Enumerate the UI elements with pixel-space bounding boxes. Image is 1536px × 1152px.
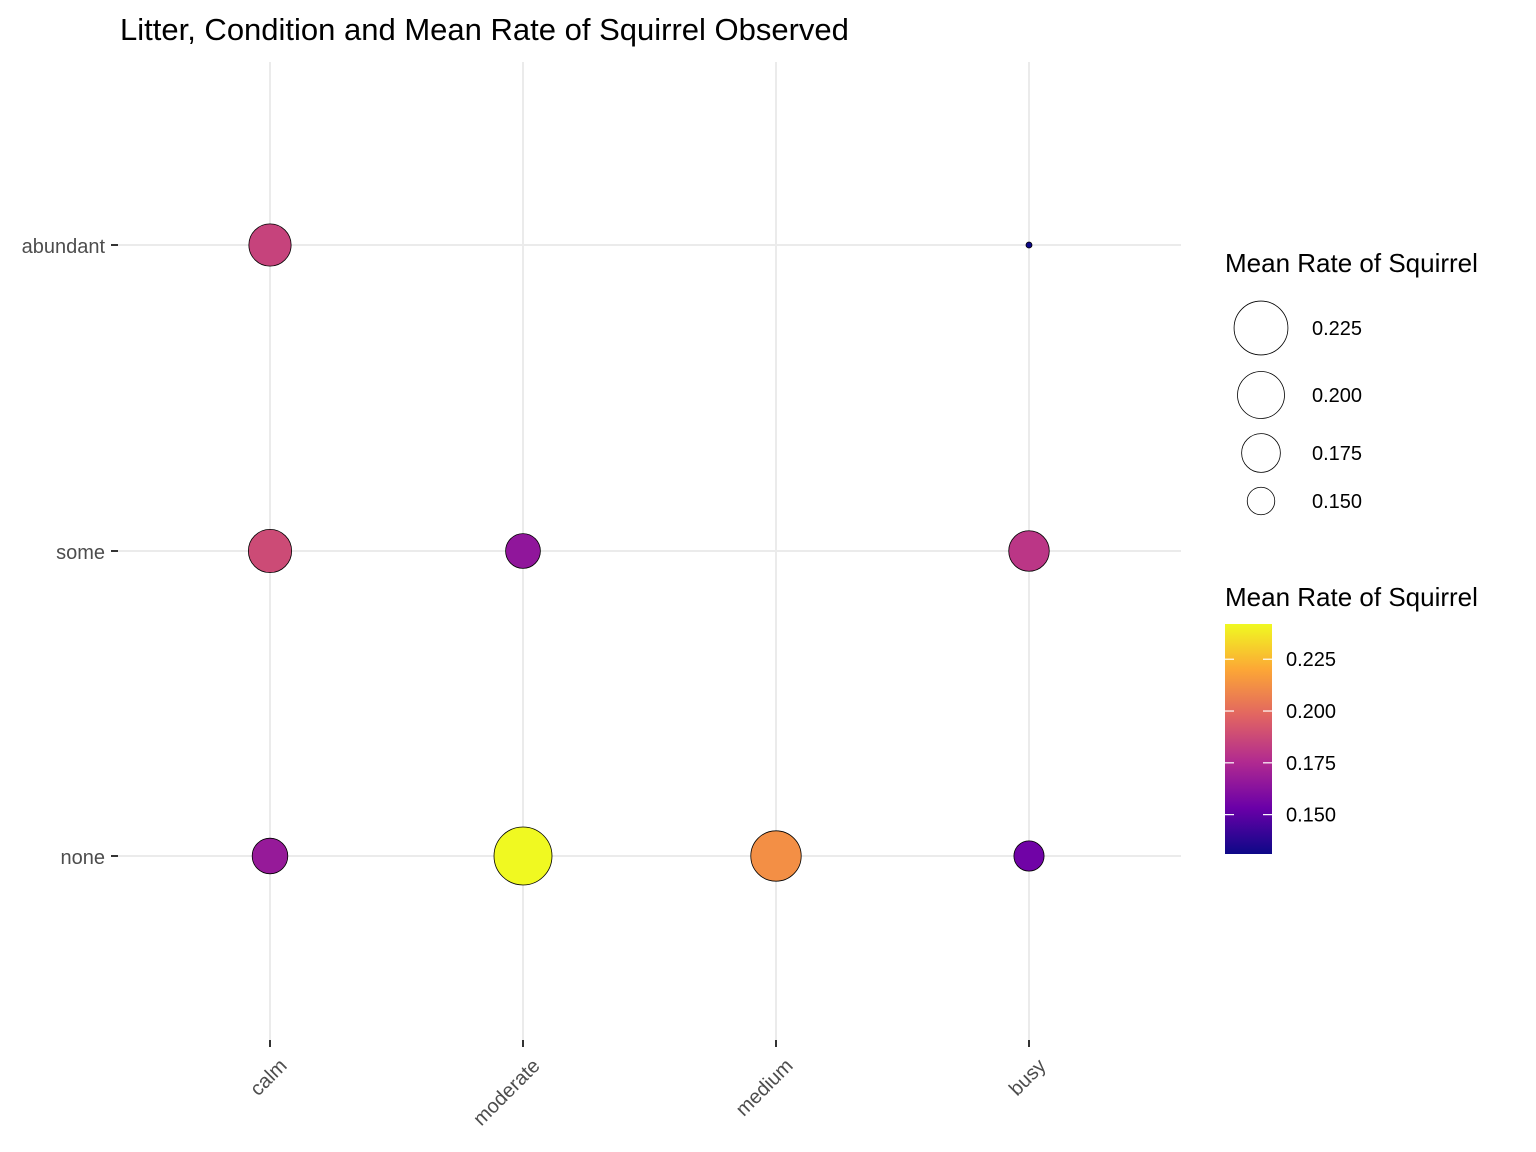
color-legend-label-0: 0.225 (1286, 649, 1336, 671)
point-medium-none (750, 830, 802, 882)
data-points (247, 223, 1050, 886)
point-moderate-none (493, 826, 553, 886)
x-tick-label-moderate: moderate (469, 1055, 544, 1130)
color-legend-label-3: 0.150 (1286, 805, 1336, 827)
color-legend-label-1: 0.200 (1286, 701, 1336, 723)
point-busy-abundant (1025, 241, 1033, 249)
size-legend-label-2: 0.175 (1312, 443, 1362, 465)
size-legend-key-1 (1237, 371, 1285, 419)
size-legend-label-3: 0.150 (1312, 491, 1362, 513)
chart-title: Litter, Condition and Mean Rate of Squir… (120, 12, 849, 47)
color-legend-title: Mean Rate of Squirrel (1225, 582, 1478, 612)
size-legend-title: Mean Rate of Squirrel (1225, 248, 1478, 278)
size-legend-key-2 (1241, 433, 1281, 473)
x-tick-label-calm: calm (246, 1055, 291, 1100)
point-moderate-some (505, 533, 541, 569)
x-tick-label-busy: busy (1005, 1055, 1050, 1100)
y-tick-label-abundant: abundant (22, 236, 106, 258)
size-legend-key-3 (1246, 486, 1276, 516)
point-calm-none (251, 837, 289, 875)
axes: none some abundant calm moderate medium busy (22, 236, 1051, 1130)
point-calm-abundant (248, 223, 292, 267)
point-busy-some (1008, 530, 1050, 572)
color-bar (1225, 624, 1272, 854)
point-calm-some (247, 528, 293, 574)
color-legend-label-2: 0.175 (1286, 753, 1336, 775)
y-tick-label-some: some (56, 542, 105, 564)
gridlines (118, 62, 1181, 1040)
x-tick-label-medium: medium (732, 1055, 798, 1121)
size-legend: Mean Rate of Squirrel 0.225 0.200 0.175 0.1… (1225, 248, 1478, 516)
point-busy-none (1013, 840, 1045, 872)
color-legend: Mean Rate of Squirrel 0.225 0.200 0.175 0.1… (1225, 582, 1478, 854)
size-legend-label-1: 0.200 (1312, 385, 1362, 407)
y-tick-label-none: none (61, 847, 106, 869)
size-legend-label-0: 0.225 (1312, 318, 1362, 340)
size-legend-key-0 (1233, 300, 1289, 356)
